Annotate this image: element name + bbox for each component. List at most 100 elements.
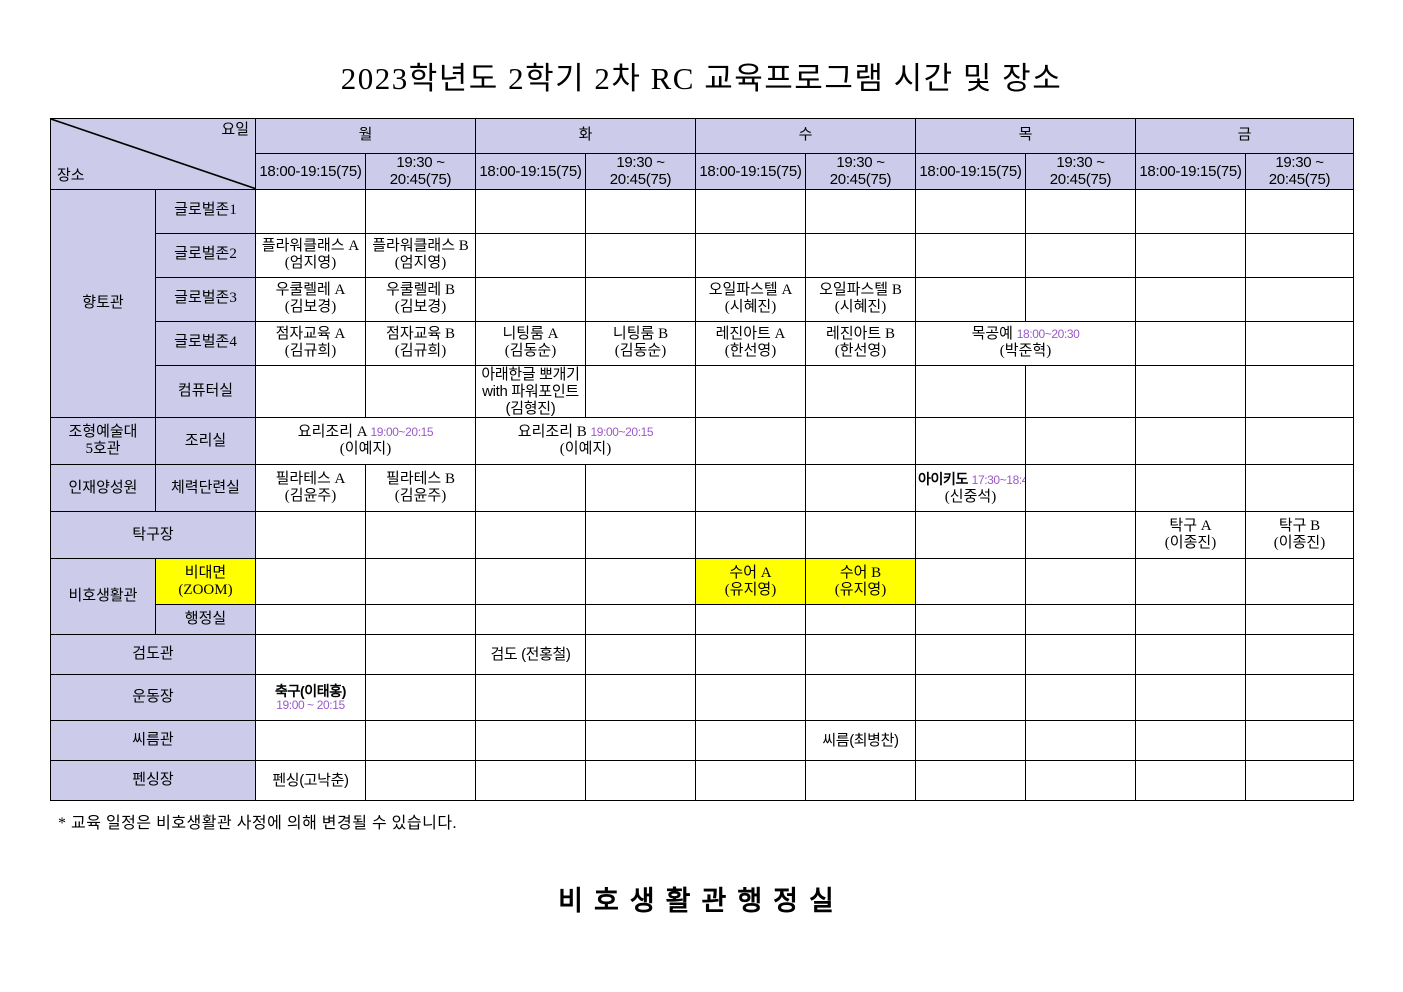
program-name: 플라워클래스 B bbox=[372, 237, 469, 254]
program-name-with-time: 아이키도 17:30~18:45 bbox=[918, 471, 1025, 489]
program-name: 오일파스텔 B bbox=[819, 281, 902, 298]
cell-wed1-gz1 bbox=[695, 188, 806, 234]
cell-thu2-geomdo bbox=[1025, 634, 1136, 676]
diagonal-line-icon bbox=[51, 119, 255, 189]
footnote: * 교육 일정은 비호생활관 사정에 의해 변경될 수 있습니다. bbox=[58, 815, 458, 833]
cell-wed2-computer bbox=[805, 364, 916, 419]
cell-wed2-gz1 bbox=[805, 188, 916, 234]
building-johyung: 조형예술대 5호관 bbox=[50, 417, 156, 466]
program-name: 축구(이태홍) bbox=[275, 682, 346, 699]
program-name: 필라테스 A bbox=[275, 471, 346, 488]
cell-fri1-computer bbox=[1135, 364, 1246, 419]
program-teacher: (김보경) bbox=[394, 299, 447, 316]
cell-thu2-ssireum bbox=[1025, 720, 1136, 762]
cell-thu2-gz1 bbox=[1025, 188, 1136, 234]
cell-wed1-gz4: 레진아트 A (한선영) bbox=[695, 320, 806, 366]
cell-mon1-gz2: 플라워클래스 A (엄지영) bbox=[255, 232, 366, 278]
program-teacher: (김동순) bbox=[504, 343, 557, 360]
cell-fri2-geomdo bbox=[1245, 634, 1354, 676]
cell-wed1-gz2 bbox=[695, 232, 806, 278]
day-header-mon: 월 bbox=[255, 118, 476, 155]
program-time: 19:00 ~ 20:15 bbox=[276, 697, 345, 712]
program-name: 우쿨렐레 A bbox=[275, 281, 346, 298]
cell-tue2-undongjang bbox=[585, 674, 696, 722]
cell-wed1-fitness bbox=[695, 464, 806, 513]
table-row: 향토관 글로벌존1 bbox=[50, 188, 1354, 419]
program-teacher: (김보경) bbox=[284, 299, 337, 316]
cell-fri2-fitness bbox=[1245, 464, 1354, 513]
cell-thu1-fencing bbox=[915, 760, 1026, 802]
time-header-wed-2: 19:30 ~ 20:45(75) bbox=[805, 153, 916, 190]
time-header-tue-2: 19:30 ~ 20:45(75) bbox=[585, 153, 696, 190]
cell-tue2-fitness bbox=[585, 464, 696, 513]
program-time: 19:00~20:15 bbox=[370, 425, 434, 440]
program-teacher: (이종진) bbox=[1164, 535, 1217, 552]
cell-tue1-fencing bbox=[475, 760, 586, 802]
program-name: 요리조리 A bbox=[297, 424, 367, 441]
program-teacher: (한선영) bbox=[724, 343, 777, 360]
cell-fri2-gz3 bbox=[1245, 276, 1354, 322]
cell-fri2-admin bbox=[1245, 604, 1354, 636]
program-name-with-time: 목공예 18:00~20:30 bbox=[918, 326, 1133, 343]
corner-cell: 요일 장소 bbox=[50, 118, 256, 190]
cell-mon2-geomdo bbox=[365, 634, 476, 676]
building-geomdo: 검도관 bbox=[50, 634, 256, 676]
cell-fri1-zoom bbox=[1135, 558, 1246, 606]
cell-fri2-gz1 bbox=[1245, 188, 1354, 234]
table-row: 운동장 축구(이태홍) 19:00 ~ 20:15 bbox=[50, 674, 1354, 722]
room-gz3: 글로벌존3 bbox=[155, 276, 256, 322]
table-row: 글로벌존2 플라워클래스 A (엄지영) 플라워클래스 B (엄지영) bbox=[51, 232, 1354, 278]
cell-tue2-geomdo bbox=[585, 634, 696, 676]
program-time: 19:00~20:15 bbox=[590, 425, 654, 440]
cell-wed1-tt bbox=[695, 511, 806, 560]
cell-wed2-ssireum: 씨름(최병찬) bbox=[805, 720, 916, 762]
cell-tue1-gz1 bbox=[475, 188, 586, 234]
cell-tue1-undongjang bbox=[475, 674, 586, 722]
cell-fri2-zoom bbox=[1245, 558, 1354, 606]
program-name: 요리조리 B bbox=[517, 424, 587, 441]
program-teacher: (김윤주) bbox=[394, 488, 447, 505]
cell-fri1-gz4 bbox=[1135, 320, 1246, 366]
cell-fri1-undongjang bbox=[1135, 674, 1246, 722]
cell-wed1-fencing bbox=[695, 760, 806, 802]
table-row: 검도관 검도 (전홍철) bbox=[50, 634, 1354, 676]
program-name: 오일파스텔 A bbox=[708, 281, 793, 298]
cell-fri2-tt: 탁구 B (이종진) bbox=[1245, 511, 1354, 560]
room-cook: 조리실 bbox=[155, 417, 256, 466]
building-fencing: 펜싱장 bbox=[50, 760, 256, 802]
cell-thu2-gz3 bbox=[1025, 276, 1136, 322]
page-title: 2023학년도 2학기 2차 RC 교육프로그램 시간 및 장소 bbox=[340, 61, 1063, 96]
cell-mon1-fencing: 펜싱(고낙춘) bbox=[255, 760, 366, 802]
cell-fri1-admin bbox=[1135, 604, 1246, 636]
time-header-wed-1: 18:00-19:15(75) bbox=[695, 153, 806, 190]
header-row-days: 요일 장소 월 화 수 목 금 bbox=[50, 118, 1354, 190]
room-computer: 컴퓨터실 bbox=[155, 364, 256, 419]
cell-mon2-gz3: 우쿨렐레 B (김보경) bbox=[365, 276, 476, 322]
building-injae: 인재양성원 bbox=[50, 464, 156, 513]
cell-mon-cook: 요리조리 A 19:00~20:15 (이예지) bbox=[255, 417, 476, 466]
program-teacher: (유지영) bbox=[724, 581, 777, 598]
program-teacher: (시혜진) bbox=[834, 299, 887, 316]
cell-fri2-ssireum bbox=[1245, 720, 1354, 762]
program-teacher: (이예지) bbox=[559, 441, 612, 458]
cell-tue1-zoom bbox=[475, 558, 586, 606]
cell-wed2-admin bbox=[805, 604, 916, 636]
cell-tue2-zoom bbox=[585, 558, 696, 606]
cell-tue2-gz3 bbox=[585, 276, 696, 322]
cell-mon1-fitness: 필라테스 A (김윤주) bbox=[255, 464, 366, 513]
cell-mon1-ssireum bbox=[255, 720, 366, 762]
cell-wed2-geomdo bbox=[805, 634, 916, 676]
cell-thu1-gz1 bbox=[915, 188, 1026, 234]
day-axis-label: 요일 bbox=[221, 122, 249, 139]
building-biho: 비호생활관 bbox=[50, 558, 156, 636]
cell-mon1-zoom bbox=[255, 558, 366, 606]
cell-tue1-gz2 bbox=[475, 232, 586, 278]
table-row: 글로벌존4 점자교육 A (김규희) 점자교육 B (김규희) 니팅룸 A (김… bbox=[51, 320, 1354, 366]
cell-thu1-gz3 bbox=[915, 276, 1026, 322]
program-teacher: (이종진) bbox=[1273, 535, 1326, 552]
cell-tue2-gz1 bbox=[585, 188, 696, 234]
schedule-table-wrapper: 요일 장소 월 화 수 목 금 18:00-19:15(75) 19:30 ~ … bbox=[50, 118, 1354, 802]
program-teacher: (엄지영) bbox=[394, 255, 447, 272]
program-name: 니팅룸 B bbox=[612, 325, 669, 342]
cell-tue2-gz2 bbox=[585, 232, 696, 278]
